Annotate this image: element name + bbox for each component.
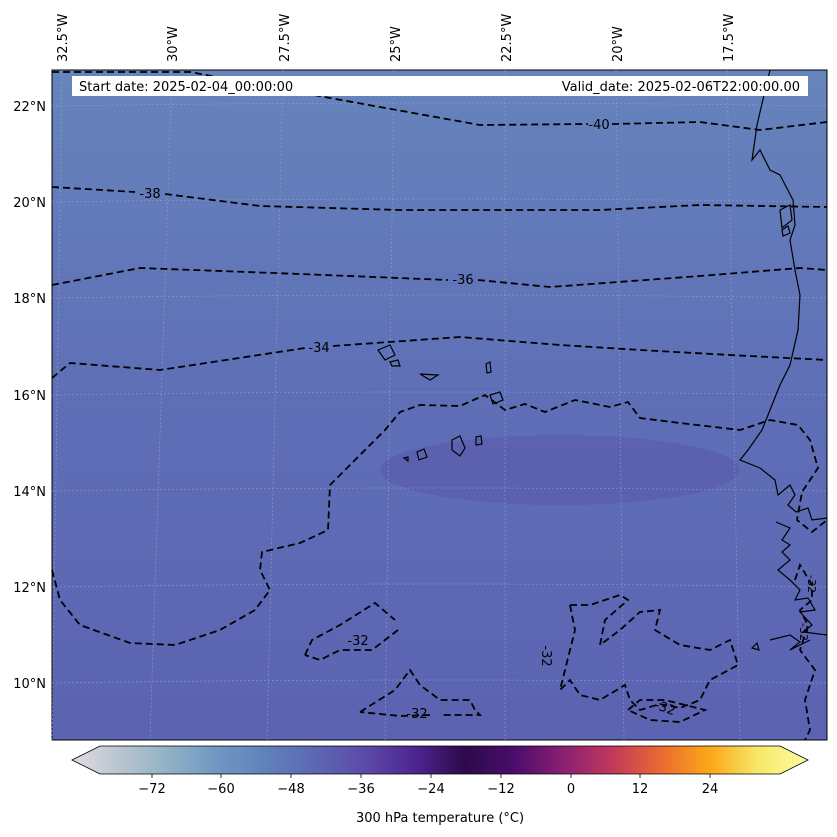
colorbar-tick-label: −48 [277, 782, 304, 797]
island-sao-nicolau [419, 373, 440, 381]
latitude-labels: 22°N 20°N 18°N 16°N 14°N 12°N 10°N [13, 100, 46, 692]
contour-minus36 [51, 267, 828, 288]
colorbar-label: 300 hPa temperature (°C) [356, 811, 524, 826]
map-frame [51, 69, 828, 741]
island-fogo [416, 448, 428, 461]
lat-label: 12°N [13, 581, 46, 596]
valid-date-label: Valid_date: 2025-02-06T22:00:00.00 [562, 80, 800, 95]
lon-label: 32.5°W [56, 14, 71, 62]
colorbar-tick-label: −12 [487, 782, 514, 797]
contour-label: -32 [538, 645, 553, 666]
colorbar-tick-label: 24 [702, 782, 719, 797]
contour-label: -32 [406, 707, 427, 722]
contours [51, 71, 828, 741]
contour-minus32-south [359, 668, 483, 717]
island-brava [402, 456, 409, 463]
warm-patch [380, 435, 740, 505]
lat-label: 10°N [13, 677, 46, 692]
date-info-box [72, 76, 808, 96]
colorbar-tick-label: −60 [207, 782, 234, 797]
start-date-label: Start date: 2025-02-04_00:00:00 [79, 80, 293, 95]
contour-label: -38 [139, 187, 160, 202]
lon-label: 25°W [389, 26, 404, 62]
lon-label: 30°W [166, 26, 181, 62]
lat-label: 14°N [13, 485, 46, 500]
contour-minus40 [52, 71, 828, 131]
lat-label: 16°N [13, 389, 46, 404]
colorbar-ticks [151, 774, 711, 778]
colorbar-tick-label: −24 [417, 782, 444, 797]
contour-minus32-southeast [558, 594, 740, 712]
island-santo-antao [377, 344, 396, 361]
contour-label: -32 [652, 698, 677, 719]
coastlines [377, 69, 828, 651]
colorbar-tick-labels: −72 −60 −48 −36 −24 −12 0 12 24 [138, 782, 718, 797]
colorbar-tick-label: −36 [347, 782, 374, 797]
lon-label: 20°W [611, 26, 626, 62]
contour-minus32-southwest [304, 601, 399, 661]
colorbar-tick-label: −72 [138, 782, 165, 797]
lat-label: 18°N [13, 292, 46, 307]
island-gran-canaria [781, 225, 791, 237]
island-bijagos [750, 641, 760, 651]
contour-label: -32 [347, 634, 368, 649]
contour-minus32-coast [794, 562, 817, 741]
contour-label: -34 [308, 341, 329, 356]
contour-minus32-main [51, 393, 828, 646]
lon-label: 27.5°W [278, 14, 293, 62]
contour-minus32-southeast2 [627, 699, 708, 723]
lat-label: 20°N [13, 196, 46, 211]
colorbar [71, 745, 809, 775]
lon-label: 22.5°W [500, 14, 515, 62]
graticule [51, 69, 828, 741]
island-sao-vicente [389, 359, 401, 367]
lat-label: 22°N [13, 100, 46, 115]
contour-minus34 [51, 336, 828, 379]
africa-coastline [739, 69, 828, 651]
colorbar-tick-label: 12 [632, 782, 649, 797]
contour-label-group: -40 -38 -36 -34 -32 -32 -32 -32 -32 -32 [139, 118, 818, 722]
lon-label: 17.5°W [722, 14, 737, 62]
colorbar-tick-label: 0 [567, 782, 575, 797]
contour-label: -32 [797, 623, 810, 641]
island-santiago [451, 435, 466, 457]
contour-label: -36 [452, 273, 473, 288]
island-maio [475, 435, 483, 446]
contour-label: -40 [588, 118, 609, 133]
contour-label: -32 [805, 575, 818, 593]
island-sal [485, 361, 492, 374]
contour-minus38 [51, 186, 828, 211]
longitude-labels: 32.5°W 30°W 27.5°W 25°W 22.5°W 20°W 17.5… [56, 14, 737, 62]
